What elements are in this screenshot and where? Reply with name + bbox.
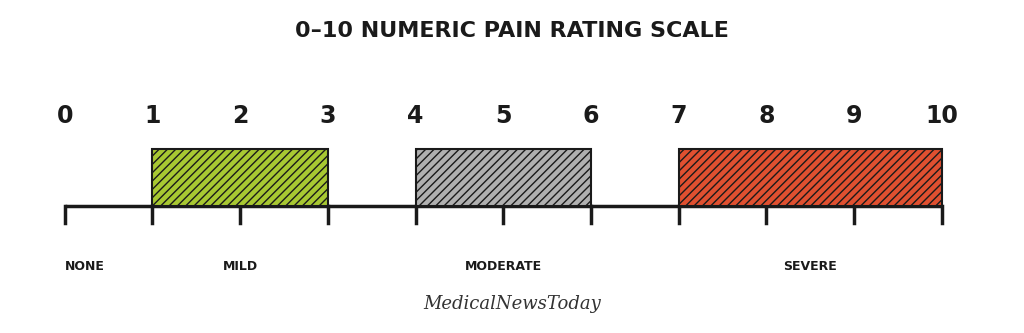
- Text: 1: 1: [144, 104, 161, 128]
- Text: 6: 6: [583, 104, 599, 128]
- Text: 5: 5: [495, 104, 511, 128]
- Text: SEVERE: SEVERE: [783, 260, 837, 273]
- Text: MILD: MILD: [222, 260, 258, 273]
- Text: MODERATE: MODERATE: [465, 260, 542, 273]
- Text: 0: 0: [56, 104, 73, 128]
- Title: 0–10 NUMERIC PAIN RATING SCALE: 0–10 NUMERIC PAIN RATING SCALE: [295, 21, 729, 41]
- Bar: [153, 150, 328, 206]
- Text: 2: 2: [231, 104, 248, 128]
- Text: NONE: NONE: [65, 260, 104, 273]
- Text: 3: 3: [319, 104, 336, 128]
- Text: 7: 7: [671, 104, 687, 128]
- Text: MedicalNewsToday: MedicalNewsToday: [423, 295, 601, 313]
- Bar: [679, 150, 942, 206]
- Bar: [416, 150, 591, 206]
- Text: 9: 9: [846, 104, 862, 128]
- Text: 10: 10: [926, 104, 958, 128]
- Text: 8: 8: [758, 104, 774, 128]
- Text: 4: 4: [408, 104, 424, 128]
